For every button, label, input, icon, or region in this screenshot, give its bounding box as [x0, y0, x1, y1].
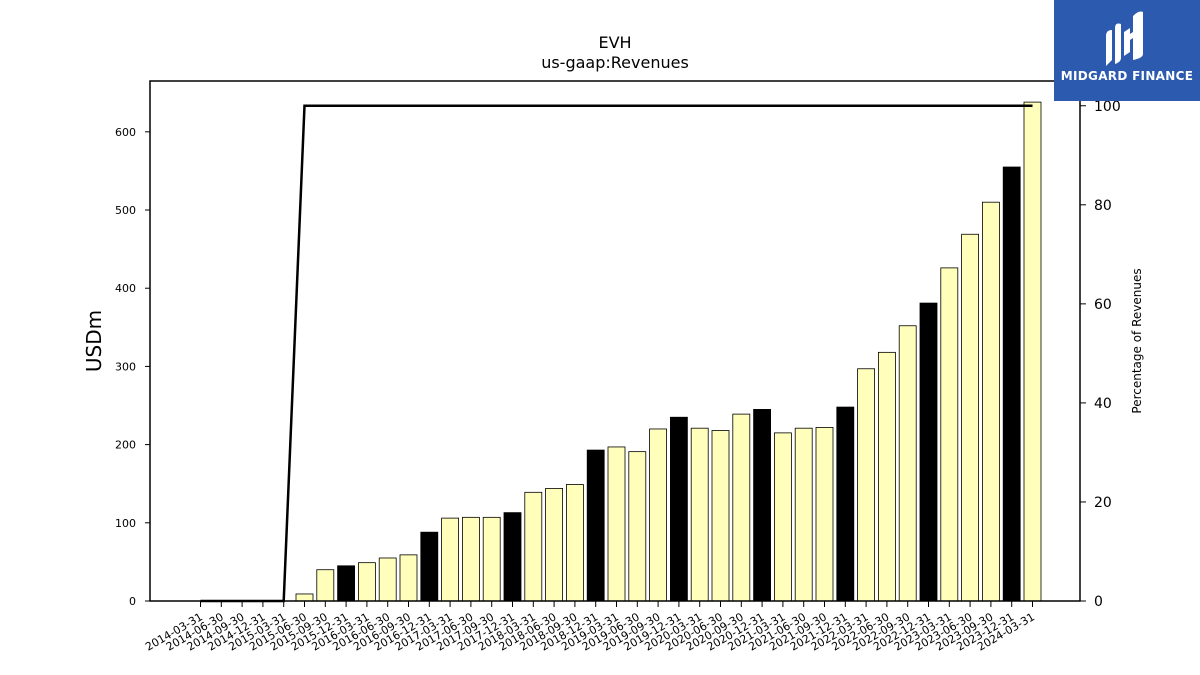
bar-2020-03-31	[690, 427, 709, 602]
bar-2016-12-31	[420, 531, 439, 602]
bar-2018-06-30	[545, 487, 563, 602]
bar-2020-06-30	[711, 430, 730, 602]
bar-2019-06-30	[628, 451, 647, 602]
y2-tick-label: 80	[1094, 198, 1112, 214]
y2-tick-label: 100	[1094, 99, 1121, 115]
y-tick-label: 0	[129, 595, 136, 608]
bar-2015-12-31	[337, 565, 356, 602]
bar-2023-06-30	[961, 233, 979, 602]
bar-2017-12-31	[503, 512, 522, 602]
percentage-line	[200, 104, 1033, 603]
plot-frame	[149, 80, 1081, 602]
logo-text: MIDGARD FINANCE	[1060, 69, 1194, 83]
bar-2019-12-31	[670, 416, 688, 602]
midgard-logo-icon	[1106, 11, 1143, 66]
bar-2018-03-31	[524, 491, 543, 602]
bar-2021-09-30	[815, 427, 834, 602]
y2-tick-label: 60	[1094, 297, 1112, 313]
bar-2015-09-30	[316, 569, 335, 602]
y-axis-label: USDm	[82, 310, 106, 372]
bar-2016-03-31	[357, 562, 376, 602]
bar-2021-06-30	[794, 427, 813, 602]
bar-2023-09-30	[982, 201, 1000, 602]
chart-title: EVH	[598, 33, 631, 52]
bar-2017-06-30	[461, 516, 480, 602]
bar-2022-06-30	[878, 351, 896, 602]
y-tick-label: 400	[115, 282, 136, 295]
bar-2020-12-31	[753, 409, 771, 602]
bar-2018-12-31	[586, 449, 605, 602]
midgard-finance-logo: MIDGARD FINANCE	[1054, 0, 1200, 101]
bar-2019-09-30	[649, 428, 667, 602]
y-tick-label: 500	[115, 204, 136, 217]
bar-2015-06-30	[295, 593, 314, 602]
y-tick-label: 600	[115, 126, 136, 139]
bar-2022-03-31	[857, 368, 875, 602]
y2-tick-label: 0	[1094, 594, 1103, 610]
bar-2017-03-31	[441, 517, 460, 602]
bar-2023-03-31	[940, 267, 959, 602]
y-tick-label: 300	[115, 360, 136, 373]
bar-2021-03-31	[774, 432, 792, 602]
bar-2020-09-30	[732, 413, 751, 602]
bar-2018-09-30	[566, 484, 584, 602]
bar-2016-06-30	[378, 557, 397, 602]
bar-2023-12-31	[1002, 166, 1021, 602]
bar-2019-03-31	[607, 446, 626, 602]
bar-2024-03-31	[1023, 101, 1042, 602]
y2-tick-label: 20	[1094, 495, 1112, 511]
bar-2022-12-31	[919, 302, 938, 602]
bar-2017-09-30	[482, 516, 501, 602]
bar-2021-12-31	[836, 406, 855, 602]
y-tick-label: 100	[115, 517, 136, 530]
y2-axis-label: Percentage of Revenues	[1130, 268, 1144, 413]
bar-2016-09-30	[399, 554, 418, 602]
y-tick-label: 200	[115, 439, 136, 452]
chart-subtitle: us-gaap:Revenues	[541, 53, 689, 72]
bar-2022-09-30	[898, 325, 917, 602]
y2-tick-label: 40	[1094, 396, 1112, 412]
